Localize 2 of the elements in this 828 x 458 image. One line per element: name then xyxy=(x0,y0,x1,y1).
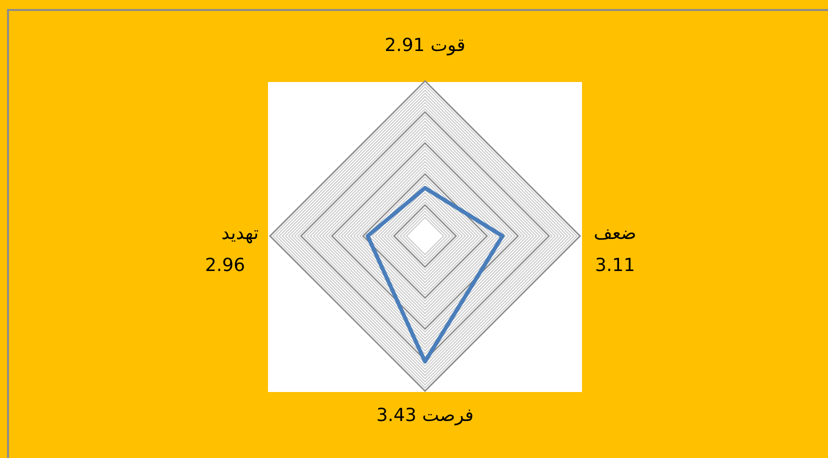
spoke-label: قوت 2.91 xyxy=(384,35,466,56)
spoke-label: فرصت 3.43 xyxy=(376,405,474,426)
